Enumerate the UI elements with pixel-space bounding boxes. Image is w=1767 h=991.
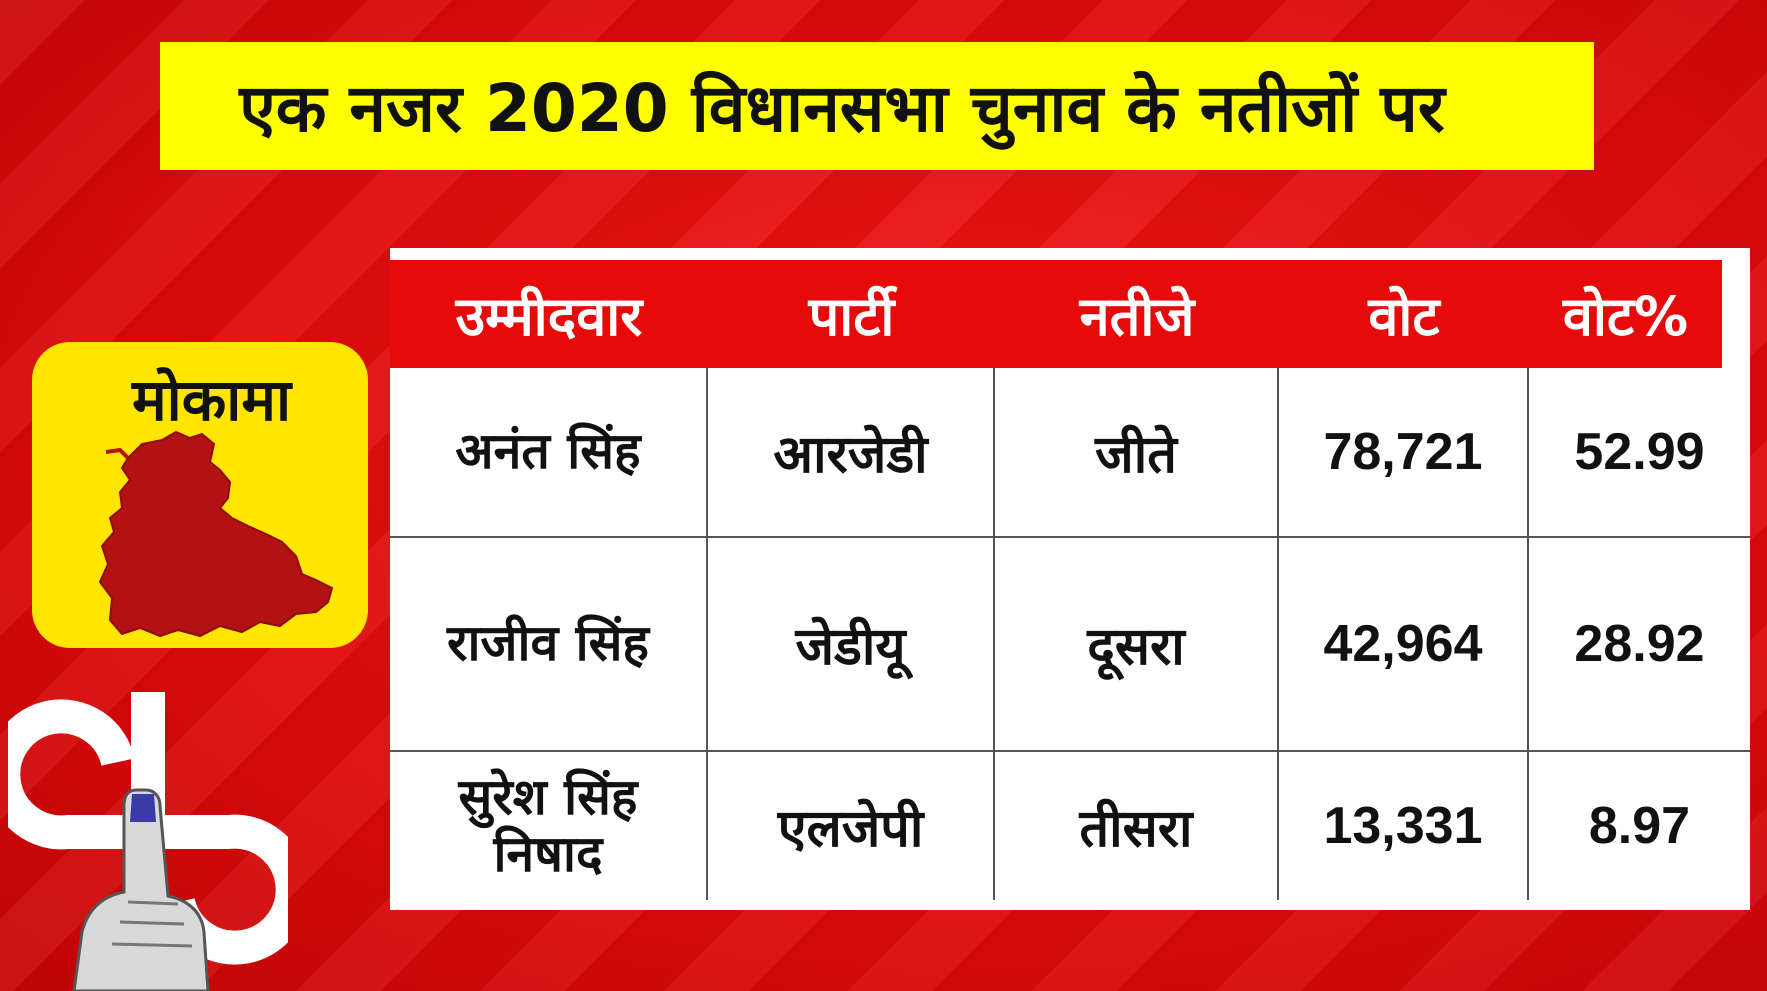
vote-percent: 8.97 bbox=[1588, 797, 1691, 855]
vote-count: 78,721 bbox=[1279, 368, 1529, 536]
header-vote-percent: वोट% bbox=[1562, 285, 1689, 348]
constituency-badge: मोकामा bbox=[32, 342, 368, 648]
results-table: उम्मीदवार पार्टी नतीजे वोट वोट% अनंत सिं… bbox=[390, 248, 1750, 910]
constituency-map-icon bbox=[98, 430, 334, 638]
vote-percent: 28.92 bbox=[1574, 615, 1705, 673]
candidate-name: राजीव सिंह bbox=[390, 538, 708, 750]
table-row: राजीव सिंह जेडीयू दूसरा 42,964 28.92 bbox=[390, 538, 1750, 752]
vote-count: 42,964 bbox=[1279, 538, 1529, 750]
election-symbol-icon bbox=[8, 692, 288, 991]
constituency-name: मोकामा bbox=[132, 366, 291, 434]
result-status: जीते bbox=[995, 368, 1279, 536]
candidate-name: सुरेश सिंह निषाद bbox=[390, 752, 708, 900]
candidate-name: अनंत सिंह bbox=[390, 368, 708, 536]
table-header: उम्मीदवार पार्टी नतीजे वोट वोट% bbox=[390, 260, 1722, 368]
header-party: पार्टी bbox=[808, 285, 895, 348]
inked-finger-icon bbox=[72, 788, 210, 991]
party-name: एलजेपी bbox=[708, 752, 995, 900]
table-body: अनंत सिंह आरजेडी जीते 78,721 52.99 राजीव… bbox=[390, 368, 1750, 910]
vote-percent: 52.99 bbox=[1574, 423, 1705, 481]
table-row: सुरेश सिंह निषाद एलजेपी तीसरा 13,331 8.9… bbox=[390, 752, 1750, 900]
result-status: तीसरा bbox=[995, 752, 1279, 900]
header-votes: वोट bbox=[1368, 285, 1440, 348]
page-title: एक नजर 2020 विधानसभा चुनाव के नतीजों पर bbox=[239, 70, 1445, 147]
party-name: जेडीयू bbox=[708, 538, 995, 750]
header-result: नतीजे bbox=[1079, 285, 1195, 348]
table-row: अनंत सिंह आरजेडी जीते 78,721 52.99 bbox=[390, 368, 1750, 538]
vote-count: 13,331 bbox=[1279, 752, 1529, 900]
title-banner: एक नजर 2020 विधानसभा चुनाव के नतीजों पर bbox=[160, 42, 1594, 170]
result-status: दूसरा bbox=[995, 538, 1279, 750]
party-name: आरजेडी bbox=[708, 368, 995, 536]
header-candidate: उम्मीदवार bbox=[455, 285, 643, 348]
